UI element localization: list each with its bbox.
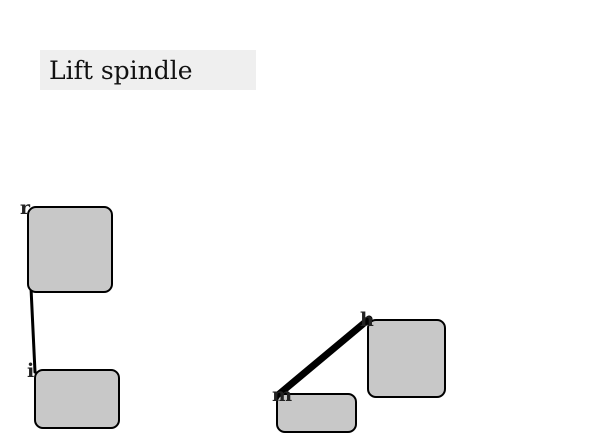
node-box[interactable] <box>34 369 120 429</box>
node-handle-label[interactable]: h <box>360 309 374 331</box>
node-handle-label[interactable]: m <box>272 384 293 406</box>
node-box[interactable] <box>367 319 446 398</box>
page-title: Lift spindle <box>40 50 256 90</box>
node-handle-label[interactable]: i <box>27 360 35 382</box>
node-box[interactable] <box>27 206 113 293</box>
node-handle-label[interactable]: r <box>20 197 31 219</box>
